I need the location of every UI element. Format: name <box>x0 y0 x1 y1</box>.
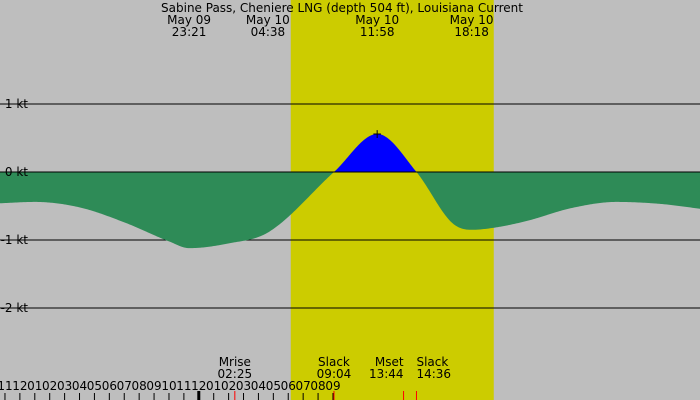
flood-current-area <box>0 133 700 172</box>
x-tick-label: 03 <box>236 379 251 393</box>
max-flood-marker: + <box>372 127 382 141</box>
y-tick-label: 0 kt <box>5 165 28 179</box>
x-tick-label: 04 <box>251 379 266 393</box>
x-tick-label: 08 <box>132 379 147 393</box>
x-tick-label: 07 <box>117 379 132 393</box>
top-event-time: 04:38 <box>251 25 286 39</box>
top-event-date: May 09 <box>167 13 211 27</box>
x-tick-label: 04 <box>72 379 87 393</box>
bottom-event-label: Mrise <box>219 355 251 369</box>
current-area <box>0 133 700 249</box>
x-tick-label: 05 <box>87 379 102 393</box>
x-tick-label: 01 <box>27 379 42 393</box>
x-tick-label: 02 <box>221 379 236 393</box>
y-axis-labels: 1 kt 0 kt -1 kt -2 kt <box>1 97 29 315</box>
x-tick-label: 10 <box>161 379 176 393</box>
y-tick-label: -1 kt <box>1 233 29 247</box>
bottom-event-label: Slack <box>318 355 350 369</box>
top-event-time: 11:58 <box>360 25 395 39</box>
y-tick-label: -2 kt <box>1 301 29 315</box>
chart-title: Sabine Pass, Cheniere LNG (depth 504 ft)… <box>161 1 523 15</box>
top-event-date: May 10 <box>450 13 494 27</box>
x-tick-label: 09 <box>146 379 161 393</box>
bottom-event-time: 09:04 <box>317 367 352 381</box>
bottom-event-time: 13:44 <box>369 367 404 381</box>
x-tick-label: 11 <box>176 379 191 393</box>
x-tick-label: 06 <box>281 379 296 393</box>
gridlines <box>0 103 700 309</box>
ebb-current-area <box>0 172 700 249</box>
bottom-event-label: Slack <box>416 355 448 369</box>
x-tick-label: 01 <box>206 379 221 393</box>
top-event-date: May 10 <box>355 13 399 27</box>
x-tick-label: 12 <box>12 379 27 393</box>
x-tick-label: 11 <box>0 379 13 393</box>
bottom-event-time: 02:25 <box>218 367 253 381</box>
x-tick-label: 09 <box>325 379 340 393</box>
max-flood-marker-layer: + <box>372 127 382 141</box>
top-event-time: 23:21 <box>172 25 207 39</box>
top-event-time: 18:18 <box>454 25 489 39</box>
top-event-date: May 10 <box>246 13 290 27</box>
x-tick-label: 05 <box>266 379 281 393</box>
x-tick-label: 06 <box>102 379 117 393</box>
x-axis: 11 12 01 02 03 04 05 06 07 08 09 10 11 12 01 02 03 04 05 06… <box>0 379 417 400</box>
bottom-event-label: Mset <box>375 355 404 369</box>
x-tick-label: 03 <box>57 379 72 393</box>
y-tick-label: 1 kt <box>5 97 28 111</box>
x-tick-label: 02 <box>42 379 57 393</box>
bottom-event-time: 14:36 <box>416 367 451 381</box>
x-tick-label: 08 <box>310 379 325 393</box>
x-tick-label: 07 <box>296 379 311 393</box>
x-tick-label: 12 <box>191 379 206 393</box>
